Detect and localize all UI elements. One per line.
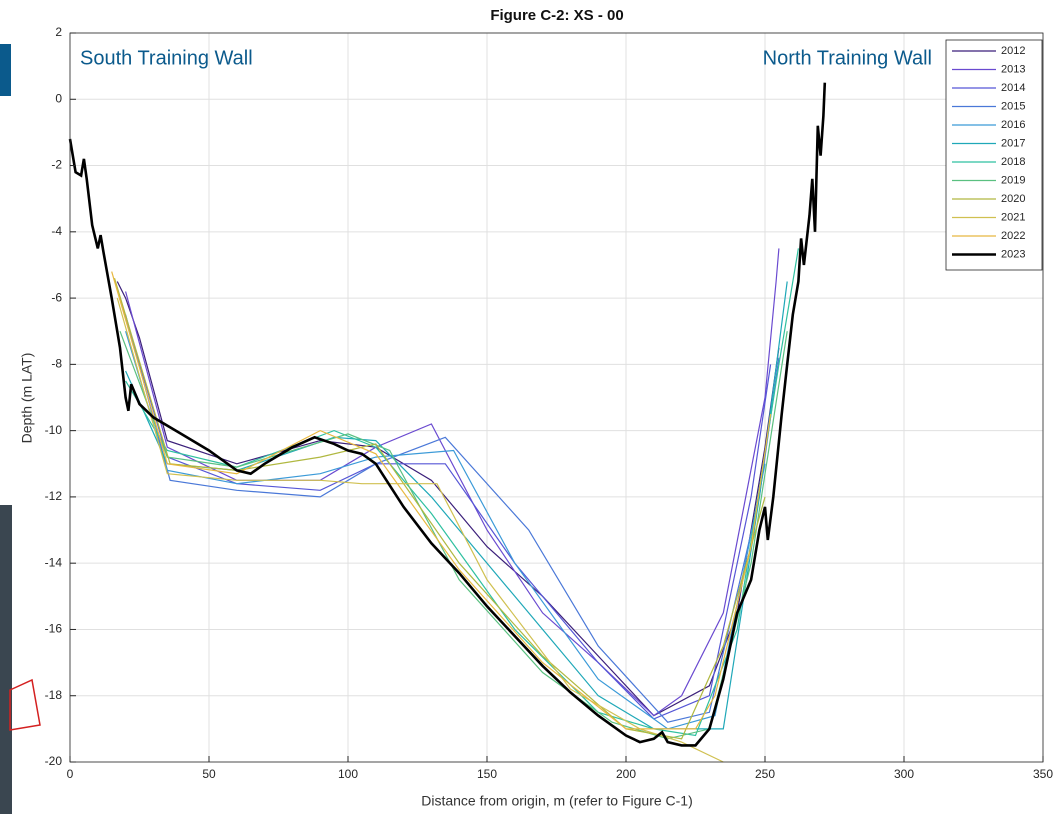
grid bbox=[69, 32, 1044, 763]
photo-marker bbox=[9, 678, 41, 731]
annotation: South Training Wall bbox=[80, 47, 253, 69]
legend-label: 2016 bbox=[1001, 119, 1025, 131]
plot-frame bbox=[69, 32, 1044, 763]
legend-label: 2022 bbox=[1001, 230, 1025, 242]
y-tick-label: -2 bbox=[51, 158, 62, 172]
x-tick-label: 100 bbox=[338, 767, 358, 781]
y-tick-label: -10 bbox=[45, 423, 63, 437]
side-tab bbox=[0, 44, 11, 96]
series-line bbox=[111, 271, 772, 730]
legend-box bbox=[945, 39, 1043, 271]
y-tick-label: -16 bbox=[45, 622, 63, 636]
legend-label: 2018 bbox=[1001, 156, 1025, 168]
x-tick-label: 150 bbox=[477, 767, 497, 781]
series-line bbox=[116, 297, 724, 763]
ticks: 0 50 100 150 200 250 300 350-20-18-16-14-12-10-… bbox=[45, 25, 1054, 781]
side-photo bbox=[0, 505, 12, 814]
y-tick-label: -14 bbox=[45, 555, 63, 569]
series-line bbox=[116, 281, 780, 717]
x-tick-label: 250 bbox=[755, 767, 775, 781]
y-tick-label: -8 bbox=[51, 357, 62, 371]
y-tick-label: 0 bbox=[55, 91, 62, 105]
legend-label: 2015 bbox=[1001, 100, 1025, 112]
chart-title: Figure C-2: XS - 00 bbox=[490, 7, 623, 24]
x-axis-label: Distance from origin, m (refer to Figure… bbox=[421, 793, 693, 809]
x-tick-label: 300 bbox=[894, 767, 914, 781]
series-line bbox=[125, 314, 780, 723]
legend: 2012 2013 2014 2015 2016 2017 2018 2019 2020 2021… bbox=[945, 39, 1043, 271]
legend-label: 2021 bbox=[1001, 211, 1025, 223]
y-tick-label: -18 bbox=[45, 688, 63, 702]
series-line bbox=[68, 82, 827, 747]
x-tick-label: 200 bbox=[616, 767, 636, 781]
x-tick-label: 0 bbox=[67, 767, 74, 781]
legend-label: 2012 bbox=[1001, 45, 1025, 57]
x-tick-label: 350 bbox=[1033, 767, 1053, 781]
legend-label: 2019 bbox=[1001, 174, 1025, 186]
legend-label: 2017 bbox=[1001, 137, 1025, 149]
series-line bbox=[125, 331, 766, 730]
legend-label: 2023 bbox=[1001, 248, 1025, 260]
legend-label: 2020 bbox=[1001, 193, 1025, 205]
x-tick-label: 50 bbox=[202, 767, 216, 781]
legend-label: 2013 bbox=[1001, 63, 1025, 75]
series-line bbox=[113, 278, 766, 740]
y-tick-label: -6 bbox=[51, 290, 62, 304]
y-tick-label: -4 bbox=[51, 224, 62, 238]
y-tick-label: -12 bbox=[45, 489, 63, 503]
y-tick-label: -20 bbox=[45, 754, 63, 768]
y-axis-label: Depth (m LAT) bbox=[19, 353, 35, 444]
lines bbox=[68, 82, 827, 763]
legend-label: 2014 bbox=[1001, 82, 1025, 94]
annotation: North Training Wall bbox=[763, 47, 932, 69]
y-tick-label: 2 bbox=[55, 25, 62, 39]
plot-area bbox=[70, 33, 1043, 762]
